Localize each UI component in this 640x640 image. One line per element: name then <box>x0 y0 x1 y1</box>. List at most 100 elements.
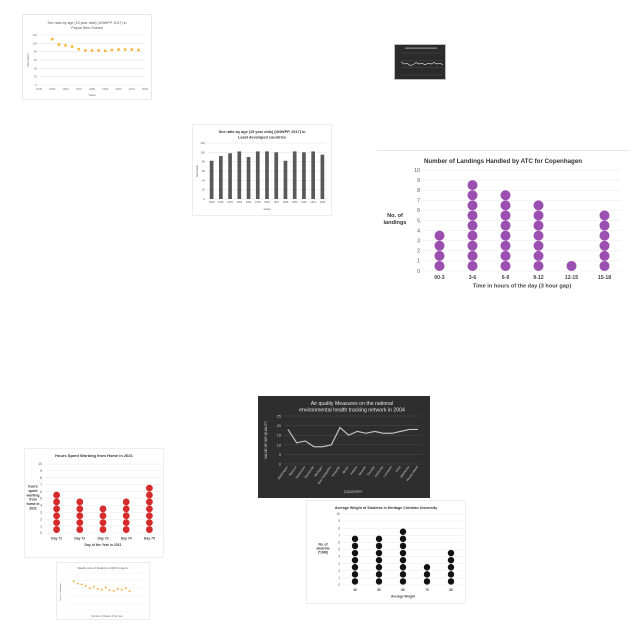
y-tick-label: 6 <box>40 490 42 494</box>
data-point <box>57 43 61 46</box>
bar-unit-dot <box>53 512 60 520</box>
bar-unit-dot <box>467 250 478 261</box>
x-tick-label: Minnesota <box>304 465 315 479</box>
bar-unit-dot <box>122 498 130 506</box>
x-tick-label: 1958 <box>283 200 289 204</box>
chart-6-svg: Hours Spent Working from Home in 2021 0 1 2… <box>26 453 161 547</box>
bar-unit-dot <box>122 505 130 513</box>
bar-unit-dot <box>375 535 383 543</box>
bar-unit-dot <box>599 230 610 241</box>
bar-unit-dot <box>533 200 544 211</box>
data-point <box>103 49 107 53</box>
data-point <box>120 588 123 591</box>
bar <box>283 160 288 199</box>
bar-unit-dot <box>351 564 359 571</box>
bar-unit-dot <box>467 260 478 271</box>
data-point <box>130 48 134 51</box>
bar-unit-dot <box>399 549 407 557</box>
bar-unit-dot <box>500 230 511 241</box>
data-point <box>80 583 83 586</box>
x-tick-label: 40 <box>353 588 357 592</box>
x-tick-label: 70 <box>425 588 429 592</box>
y-tick-label: 20 <box>277 424 281 428</box>
data-point <box>64 44 67 47</box>
y-tick-label: 3 <box>417 239 420 245</box>
chart-title-line: Sex ratio by age (15 year olds) (UNWPP, … <box>47 21 126 25</box>
bar-unit-dot <box>99 512 107 520</box>
bar-unit-dot <box>122 526 130 533</box>
bar <box>237 151 242 199</box>
x-tick-label: 1961 <box>310 200 316 204</box>
bar-unit-dot <box>500 240 511 251</box>
data-point <box>100 588 103 591</box>
chart-title-line: Hours Spent Working from Home in 2021 <box>55 453 133 458</box>
y-tick-label: 7 <box>338 533 340 537</box>
x-axis-title: Average Weight <box>391 594 416 598</box>
y-axis-title-line: from <box>29 498 37 502</box>
data-point <box>50 37 54 41</box>
y-tick-label: 40 <box>202 178 206 182</box>
bar-unit-dot <box>599 220 610 231</box>
x-tick-label: Tennessee <box>295 465 307 479</box>
x-tick-label: Louisiana <box>382 465 393 478</box>
x-tick-label: Day 73 <box>98 536 109 540</box>
bar-unit-dot <box>53 505 60 513</box>
bar-unit-dot <box>467 240 478 251</box>
bar-unit-dot <box>434 260 445 271</box>
x-tick-label: 1950 <box>49 87 56 91</box>
y-tick-label: 1 <box>417 259 420 265</box>
y-tick-label: 1 <box>338 576 340 580</box>
bar-unit-dot <box>99 505 107 513</box>
y-tick-label: 2 <box>40 517 42 521</box>
bar-unit-dot <box>500 260 511 271</box>
x-tick-label: Georgia <box>366 465 376 476</box>
x-tick-label: 6-9 <box>502 275 510 281</box>
y-axis-title-line: landings <box>384 220 407 226</box>
x-tick-label: 1955 <box>255 200 261 204</box>
x-axis-title: Day of the Year in 2021 <box>85 543 122 547</box>
bar-unit-dot <box>533 220 544 231</box>
bar <box>274 152 279 199</box>
x-tick-label: 1990 <box>102 87 109 91</box>
chart-5-svg: Air quality Measures on the nationalenvi… <box>264 401 422 494</box>
y-tick-label: 6 <box>417 208 420 214</box>
x-tick-label: Michigan <box>313 465 323 477</box>
y-tick-label: 80 <box>34 50 38 54</box>
bar-unit-dot <box>375 564 383 571</box>
chart-3-svg: Sex ratio by age (15 year olds) (UNWPP, … <box>195 130 327 211</box>
bar-unit-dot <box>375 542 383 550</box>
bar <box>311 151 315 199</box>
y-tick-label: 6 <box>338 541 340 545</box>
bar <box>320 154 325 199</box>
data-point <box>96 588 99 590</box>
bar-unit-dot <box>533 230 544 241</box>
bar-unit-dot <box>500 210 511 221</box>
x-axis-title: Time in hours of the day (3 hour gap) <box>473 283 572 289</box>
chart-weekly-score: Weekly score of Students in 2016 for age… <box>56 562 150 620</box>
y-axis-title-line: students <box>316 547 330 551</box>
bar-unit-dot <box>351 578 359 585</box>
series-line <box>400 61 444 66</box>
chart-title-line: Sex ratio by age (15 year olds) (UNWPP, … <box>219 130 307 134</box>
bar-unit-dot <box>467 210 478 221</box>
bar-unit-dot <box>434 250 445 261</box>
chart-student-weight: Average Weight of Students in Heritage C… <box>306 500 466 604</box>
y-tick-label: 8 <box>40 476 42 480</box>
x-tick-label: Missouri <box>288 465 298 477</box>
x-tick-label: 80 <box>449 588 453 592</box>
bar-unit-dot <box>53 498 60 506</box>
bar-unit-dot <box>599 250 610 261</box>
x-tick-label: Day 74 <box>121 536 132 540</box>
x-tick-label: 1951 <box>218 200 224 204</box>
x-tick-label: 2010 <box>129 87 136 91</box>
y-axis-title-line: home in <box>27 502 40 506</box>
x-axis-title: COUNTRY <box>344 490 363 494</box>
x-tick-label: 1960 <box>301 200 307 204</box>
y-axis-title-line: hours <box>28 485 38 489</box>
x-tick-label: 1962 <box>319 200 325 204</box>
chart-1-svg: Sex ratio by age (15 year olds) (UNWPP, … <box>26 21 149 97</box>
y-axis-title-line: No. of <box>318 542 328 546</box>
data-point <box>83 49 87 52</box>
data-point <box>123 48 127 51</box>
data-point <box>136 48 140 52</box>
